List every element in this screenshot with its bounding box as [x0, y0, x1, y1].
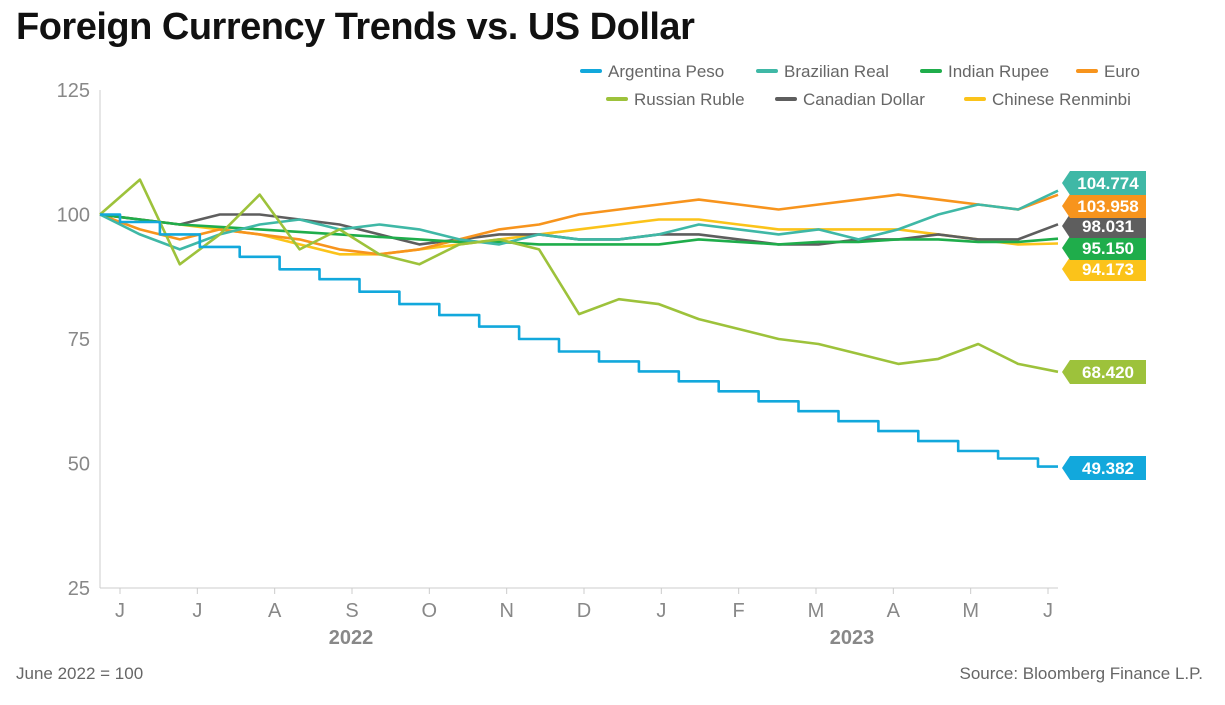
- end-label-tag: [1062, 257, 1146, 281]
- end-label-value: 68.420: [1082, 363, 1134, 382]
- end-label-tag: [1062, 194, 1146, 218]
- series-line: [100, 213, 1058, 468]
- end-label-tag: [1062, 236, 1146, 260]
- x-tick-label: D: [577, 600, 591, 622]
- y-tick-label: 25: [68, 578, 90, 600]
- end-label-tag: [1062, 214, 1146, 238]
- series-line: [99, 189, 1059, 251]
- source-note: Source: Bloomberg Finance L.P.: [959, 664, 1204, 683]
- year-label: 2023: [830, 627, 875, 649]
- x-tick-label: J: [1043, 600, 1053, 622]
- y-tick-label: 100: [57, 205, 90, 227]
- end-label-tag: [1062, 360, 1146, 384]
- end-label-value: 49.382: [1082, 459, 1134, 478]
- legend-label: Euro: [1104, 62, 1140, 81]
- x-tick-label: A: [887, 600, 901, 622]
- legend-label: Brazilian Real: [784, 62, 889, 81]
- y-tick-label: 125: [57, 80, 90, 102]
- axes: 125 100 75 50 25 J J A S O N D J F M A M J 2022 2023: [57, 80, 1058, 649]
- x-tick-label: M: [962, 600, 979, 622]
- end-label-value: 98.031: [1082, 217, 1134, 236]
- series-lines: [99, 178, 1059, 468]
- end-label-value: 104.774: [1077, 174, 1139, 193]
- legend-label: Indian Rupee: [948, 62, 1049, 81]
- series-line: [99, 213, 1059, 246]
- y-tick-label: 75: [68, 329, 90, 351]
- series-line: [99, 193, 1059, 256]
- legend: Argentina Peso Brazilian Real Indian Rupee…: [580, 62, 1140, 109]
- x-tick-label: M: [808, 600, 825, 622]
- series-line: [99, 178, 1059, 374]
- x-tick-label: O: [422, 600, 438, 622]
- end-label-tag: [1062, 456, 1146, 480]
- x-tick-label: A: [268, 600, 282, 622]
- baseline-note: June 2022 = 100: [16, 664, 144, 683]
- x-tick-label: S: [345, 600, 358, 622]
- series-line: [99, 213, 1059, 256]
- x-tick-label: F: [733, 600, 745, 622]
- legend-label: Argentina Peso: [608, 62, 724, 81]
- end-label-value: 103.958: [1077, 197, 1138, 216]
- x-tick-label: N: [499, 600, 513, 622]
- chart-title: Foreign Currency Trends vs. US Dollar: [16, 6, 695, 48]
- x-tick-label: J: [192, 600, 202, 622]
- legend-label: Chinese Renminbi: [992, 90, 1131, 109]
- end-label-tag: [1062, 171, 1146, 195]
- end-label-value: 94.173: [1082, 260, 1134, 279]
- x-tick-label: J: [656, 600, 666, 622]
- year-label: 2022: [329, 627, 374, 649]
- legend-label: Canadian Dollar: [803, 90, 925, 109]
- y-tick-label: 50: [68, 454, 90, 476]
- legend-label: Russian Ruble: [634, 90, 745, 109]
- x-tick-label: J: [115, 600, 125, 622]
- end-label-value: 95.150: [1082, 239, 1134, 258]
